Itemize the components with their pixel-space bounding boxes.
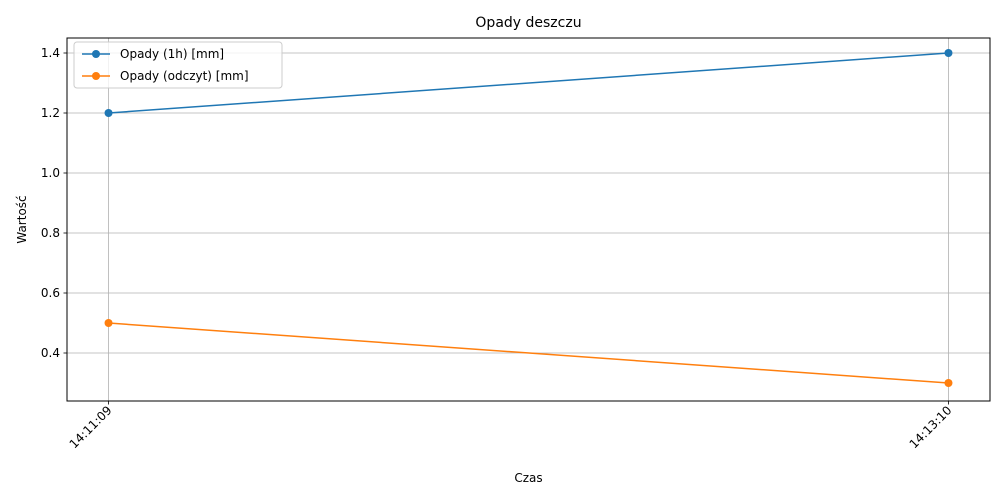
series-line (108, 52, 949, 114)
legend-label: Opady (1h) [mm] (120, 47, 224, 61)
y-axis-label: Wartość (15, 195, 29, 243)
y-tick-label: 1.0 (41, 166, 60, 180)
y-tick-label: 1.4 (41, 46, 60, 60)
legend: Opady (1h) [mm] Opady (odczyt) [mm] (73, 41, 283, 89)
y-tick-label: 0.6 (41, 286, 60, 300)
y-tick-label: 1.2 (41, 106, 60, 120)
legend-marker (92, 50, 100, 58)
grid (67, 38, 990, 401)
legend-label: Opady (odczyt) [mm] (120, 69, 249, 83)
legend-marker (92, 72, 100, 80)
y-tick-label: 0.4 (41, 346, 60, 360)
x-axis-label: Czas (514, 471, 542, 485)
legend-box (73, 41, 283, 89)
series-layer (104, 49, 953, 387)
data-point (944, 379, 953, 387)
series-line (108, 322, 949, 384)
y-tick-label: 0.8 (41, 226, 60, 240)
chart-title: Opady deszczu (475, 15, 581, 31)
data-point (944, 49, 953, 57)
data-point (104, 109, 113, 117)
data-point (104, 319, 113, 327)
plot-frame (66, 37, 991, 402)
